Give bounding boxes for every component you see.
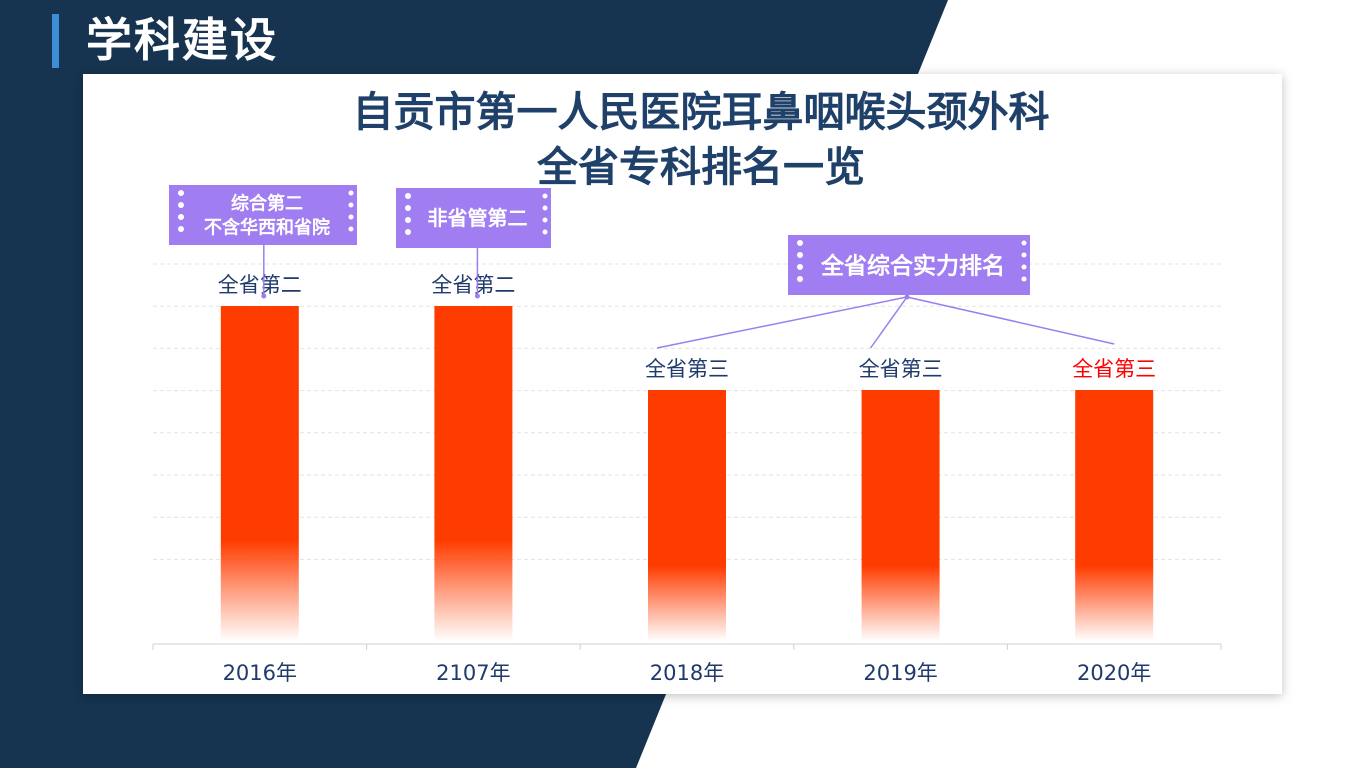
callout-connector [906, 296, 1115, 345]
title-accent-bar [52, 14, 59, 68]
callout-box [788, 235, 1030, 295]
callout-connector [869, 296, 908, 349]
data-label: 全省第三 [859, 357, 943, 381]
callout-dot [1021, 252, 1027, 258]
callout-dot [797, 264, 803, 270]
callout-dot [178, 202, 184, 208]
callout-dot [348, 202, 354, 208]
x-tick-label: 2107年 [436, 661, 510, 685]
callout-connector [656, 296, 908, 349]
x-tick-label: 2018年 [650, 661, 724, 685]
callout-text: 不含华西和省院 [204, 216, 330, 238]
callout-text: 非省管第二 [428, 206, 528, 230]
bar [220, 306, 299, 641]
callout-dot [178, 190, 184, 196]
callout-box [396, 188, 551, 248]
callout-dot [348, 226, 354, 232]
callout-dot [542, 193, 548, 199]
callout-dot [542, 217, 548, 223]
data-label: 全省第三 [1072, 357, 1156, 381]
bar [434, 306, 513, 641]
callout-dot [797, 276, 803, 282]
callout-dot [542, 229, 548, 235]
callout-dot [542, 205, 548, 211]
callout-dot [797, 240, 803, 246]
callout-dot [797, 252, 803, 258]
callout-dot [405, 217, 411, 223]
callout-dot [178, 226, 184, 232]
bar [648, 390, 726, 641]
callout-dot [178, 214, 184, 220]
callout-dot [405, 205, 411, 211]
callout-dot [405, 229, 411, 235]
bar [1075, 390, 1154, 641]
x-tick-label: 2019年 [863, 661, 937, 685]
callout-annotation-3: 全省综合实力排名 [788, 235, 1030, 295]
x-tick-label: 2020年 [1077, 661, 1151, 685]
callout-box [169, 185, 357, 245]
x-tick-label: 2016年 [223, 661, 297, 685]
chart-card: 自贡市第一人民医院耳鼻咽喉头颈外科 全省专科排名一览全省第二 2016年 全省第二 21… [83, 74, 1282, 694]
callout-annotation-2: 非省管第二 [396, 188, 551, 248]
data-label: 全省第二 [218, 273, 302, 297]
chart-title-line: 自贡市第一人民医院耳鼻咽喉头颈外科 [353, 88, 1050, 136]
chart-title-line: 全省专科排名一览 [536, 143, 865, 191]
data-label: 全省第三 [645, 357, 729, 381]
data-label: 全省第二 [431, 273, 515, 297]
callout-dot [1021, 240, 1027, 246]
callout-text: 全省综合实力排名 [820, 252, 1005, 279]
callout-dot [348, 214, 354, 220]
callout-dot [405, 193, 411, 199]
callout-dot [1021, 276, 1027, 282]
callout-text: 综合第二 [231, 192, 303, 214]
callout-pointer-dot [474, 293, 480, 299]
bar [861, 390, 940, 641]
callout-dot [1021, 264, 1027, 270]
callout-dot [348, 190, 354, 196]
callout-pointer-dot [261, 293, 267, 299]
slide-title: 学科建设 [86, 13, 278, 67]
